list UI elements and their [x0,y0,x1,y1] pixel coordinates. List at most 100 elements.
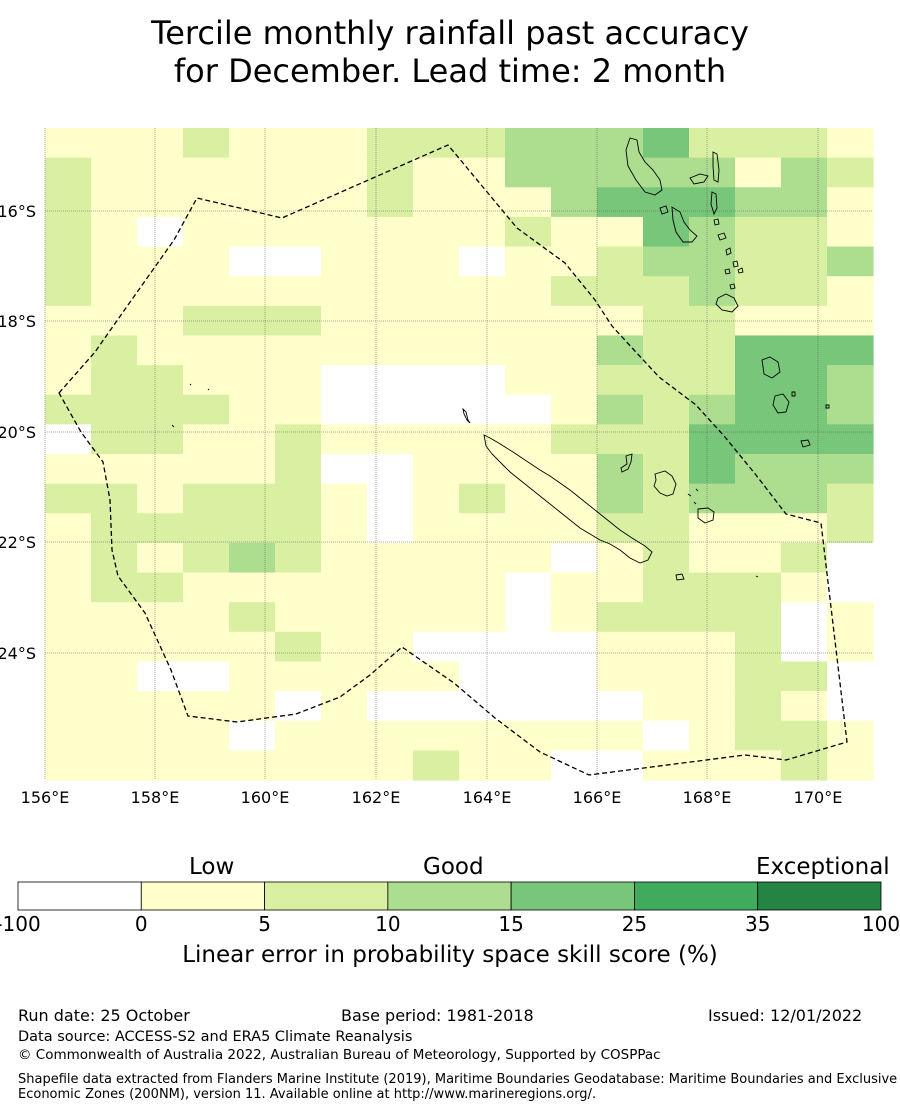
grid-cell [45,572,92,603]
grid-cell [505,335,552,366]
grid-cell [137,720,184,751]
grid-cell [137,750,184,781]
grid-cell [183,454,230,485]
grid-cell [229,454,276,485]
grid-cell [505,720,552,751]
grid-cell [183,513,230,544]
grid-cell [689,631,736,663]
grid-cell [229,157,276,188]
grid-cell [321,454,368,485]
grid-cell [367,157,414,188]
lon-tick-label: 158°E [131,788,180,807]
grid-cell [597,631,644,663]
grid-cell [551,454,598,485]
map-title: Tercile monthly rainfall past accuracy f… [0,14,900,90]
grid-cell [45,276,92,307]
colorbar-heading-exceptional: Exceptional [756,854,890,880]
grid-cell [183,365,230,396]
grid-cell [643,542,690,574]
grid-cell [91,157,138,188]
grid-cell [229,246,276,277]
grid-cell [643,454,690,485]
grid-cell [183,187,230,218]
grid-cell [367,513,414,544]
grid-cell [229,542,276,574]
lon-tick-label: 168°E [683,788,732,807]
grid-cell [505,246,552,277]
grid-cell [643,216,690,248]
grid-cell [137,216,184,248]
grid-cell [689,661,736,692]
grid-cell [367,128,414,159]
grid-cell [91,691,138,722]
grid-cell [597,394,644,425]
grid-cell [367,187,414,218]
grid-cell [551,542,598,574]
grid-cell [597,246,644,277]
grid-cell [229,750,276,781]
grid-cell [459,691,506,722]
grid-cell [505,128,552,159]
grid-cell [183,276,230,307]
grid-cell [459,513,506,544]
grid-cell [551,187,598,218]
grid-cell [781,691,828,722]
grid-cell [275,572,322,603]
grid-cell [505,602,552,633]
grid-cell [551,661,598,692]
grid-cell [275,187,322,218]
grid-cell [413,216,460,248]
grid-cell [781,631,828,663]
grid-cell [597,720,644,751]
grid-cell [597,335,644,366]
grid-cell [781,128,828,159]
grid-cell [735,454,782,485]
grid-cell [45,691,92,722]
grid-cell [827,276,874,307]
grid-cell [551,157,598,188]
grid-cell [45,246,92,277]
grid-cell [321,187,368,218]
grid-cell [367,631,414,663]
grid-cell [459,246,506,277]
grid-cell [781,216,828,248]
eez-boundary [58,144,848,776]
grid-cell [781,424,828,455]
grid-cell [643,602,690,633]
grid-cell [689,216,736,248]
grid-cell [229,394,276,425]
grid-cell [781,394,828,425]
grid-cell [689,602,736,633]
shapefile-credit: Shapefile data extracted from Flanders M… [18,1072,898,1102]
grid-cell [735,661,782,692]
grid-cell [689,542,736,574]
grid-cell [459,454,506,485]
new-caledonia-coastline [483,434,653,564]
grid-cell [321,572,368,603]
grid-cell [183,216,230,248]
grid-cell [91,602,138,633]
grid-cell [91,454,138,485]
grid-cell [689,157,736,188]
grid-cell [827,157,874,188]
grid-cell [781,454,828,485]
grid-cell [689,365,736,396]
base-period: Base period: 1981-2018 [341,1006,534,1025]
grid-cell [459,631,506,663]
colorbar-tick-label: 0 [134,912,148,936]
grid-cell [137,483,184,514]
grid-cell [321,365,368,396]
grid-cell [45,631,92,663]
small-islets [171,383,759,578]
grid-cell [505,631,552,663]
grid-cell [275,246,322,277]
grid-cell [827,483,874,514]
grid-cell [505,750,552,781]
grid-cell [551,128,598,159]
mare-island [697,507,715,524]
lon-tick-label: 160°E [241,788,290,807]
grid-cell [643,661,690,692]
colorbar-tick-label: -100 [0,912,41,936]
grid-cell [643,335,690,366]
grid-cell [459,661,506,692]
